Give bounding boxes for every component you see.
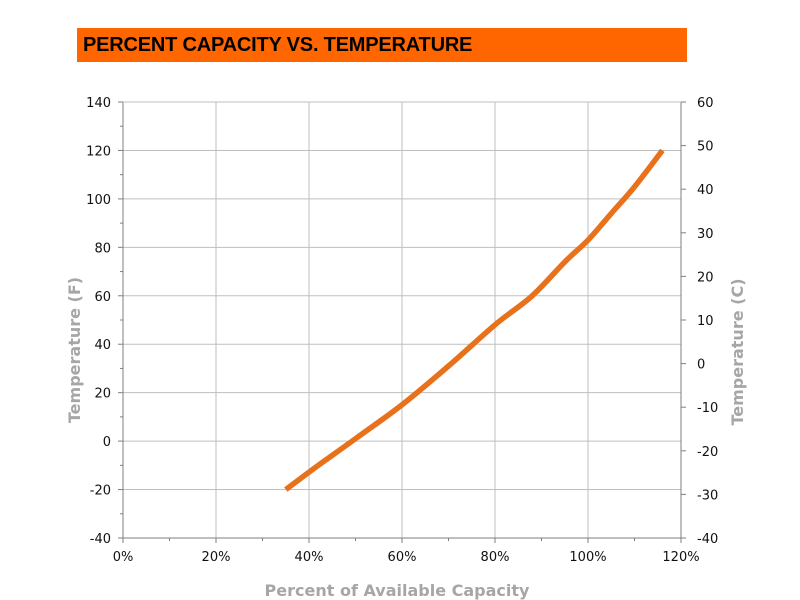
- series-layer: [284, 148, 665, 492]
- y2-tick-label: 30: [697, 227, 714, 242]
- series-line: [284, 148, 665, 492]
- y-tick-label: 80: [94, 241, 111, 256]
- y-tick-label: -40: [90, 532, 111, 547]
- y-tick-label: 140: [86, 96, 111, 111]
- y2-tick-label: 10: [697, 314, 714, 329]
- y2-axis-title: Temperature (C): [728, 278, 747, 425]
- grid-lines: [122, 101, 682, 539]
- x-tick-label: 0%: [113, 550, 134, 565]
- y-tick-label: -20: [90, 484, 111, 499]
- y-tick-label: 20: [94, 387, 111, 402]
- chart-title: PERCENT CAPACITY VS. TEMPERATURE: [83, 34, 473, 56]
- x-tick-label: 20%: [202, 550, 231, 565]
- x-tick-label: 120%: [662, 550, 699, 565]
- y2-tick-label: -30: [697, 488, 718, 503]
- y-tick-label: 100: [86, 193, 111, 208]
- y2-tick-label: 40: [697, 183, 714, 198]
- y2-tick-label: -40: [697, 532, 718, 547]
- axes: [118, 101, 686, 543]
- y-tick-label: 40: [94, 338, 111, 353]
- x-axis-title: Percent of Available Capacity: [265, 581, 531, 600]
- y-tick-label: 0: [103, 435, 111, 450]
- y2-tick-label: 0: [697, 358, 705, 373]
- y2-tick-label: -10: [697, 401, 718, 416]
- y2-tick-label: 50: [697, 140, 714, 155]
- x-tick-label: 80%: [481, 550, 510, 565]
- y-tick-label: 60: [94, 290, 111, 305]
- x-tick-label: 100%: [569, 550, 606, 565]
- y-tick-label: 120: [86, 144, 111, 159]
- title-bar: PERCENT CAPACITY VS. TEMPERATURE: [77, 28, 687, 62]
- tick-labels: 0% 20% 40% 60% 80% 100% 120%-40-20020406080100…: [86, 96, 718, 565]
- y2-tick-label: -20: [697, 445, 718, 460]
- y2-tick-label: 60: [697, 96, 714, 111]
- x-tick-label: 60%: [388, 550, 417, 565]
- y-axis-title: Temperature (F): [65, 277, 84, 423]
- y2-tick-label: 20: [697, 270, 714, 285]
- x-tick-label: 40%: [295, 550, 324, 565]
